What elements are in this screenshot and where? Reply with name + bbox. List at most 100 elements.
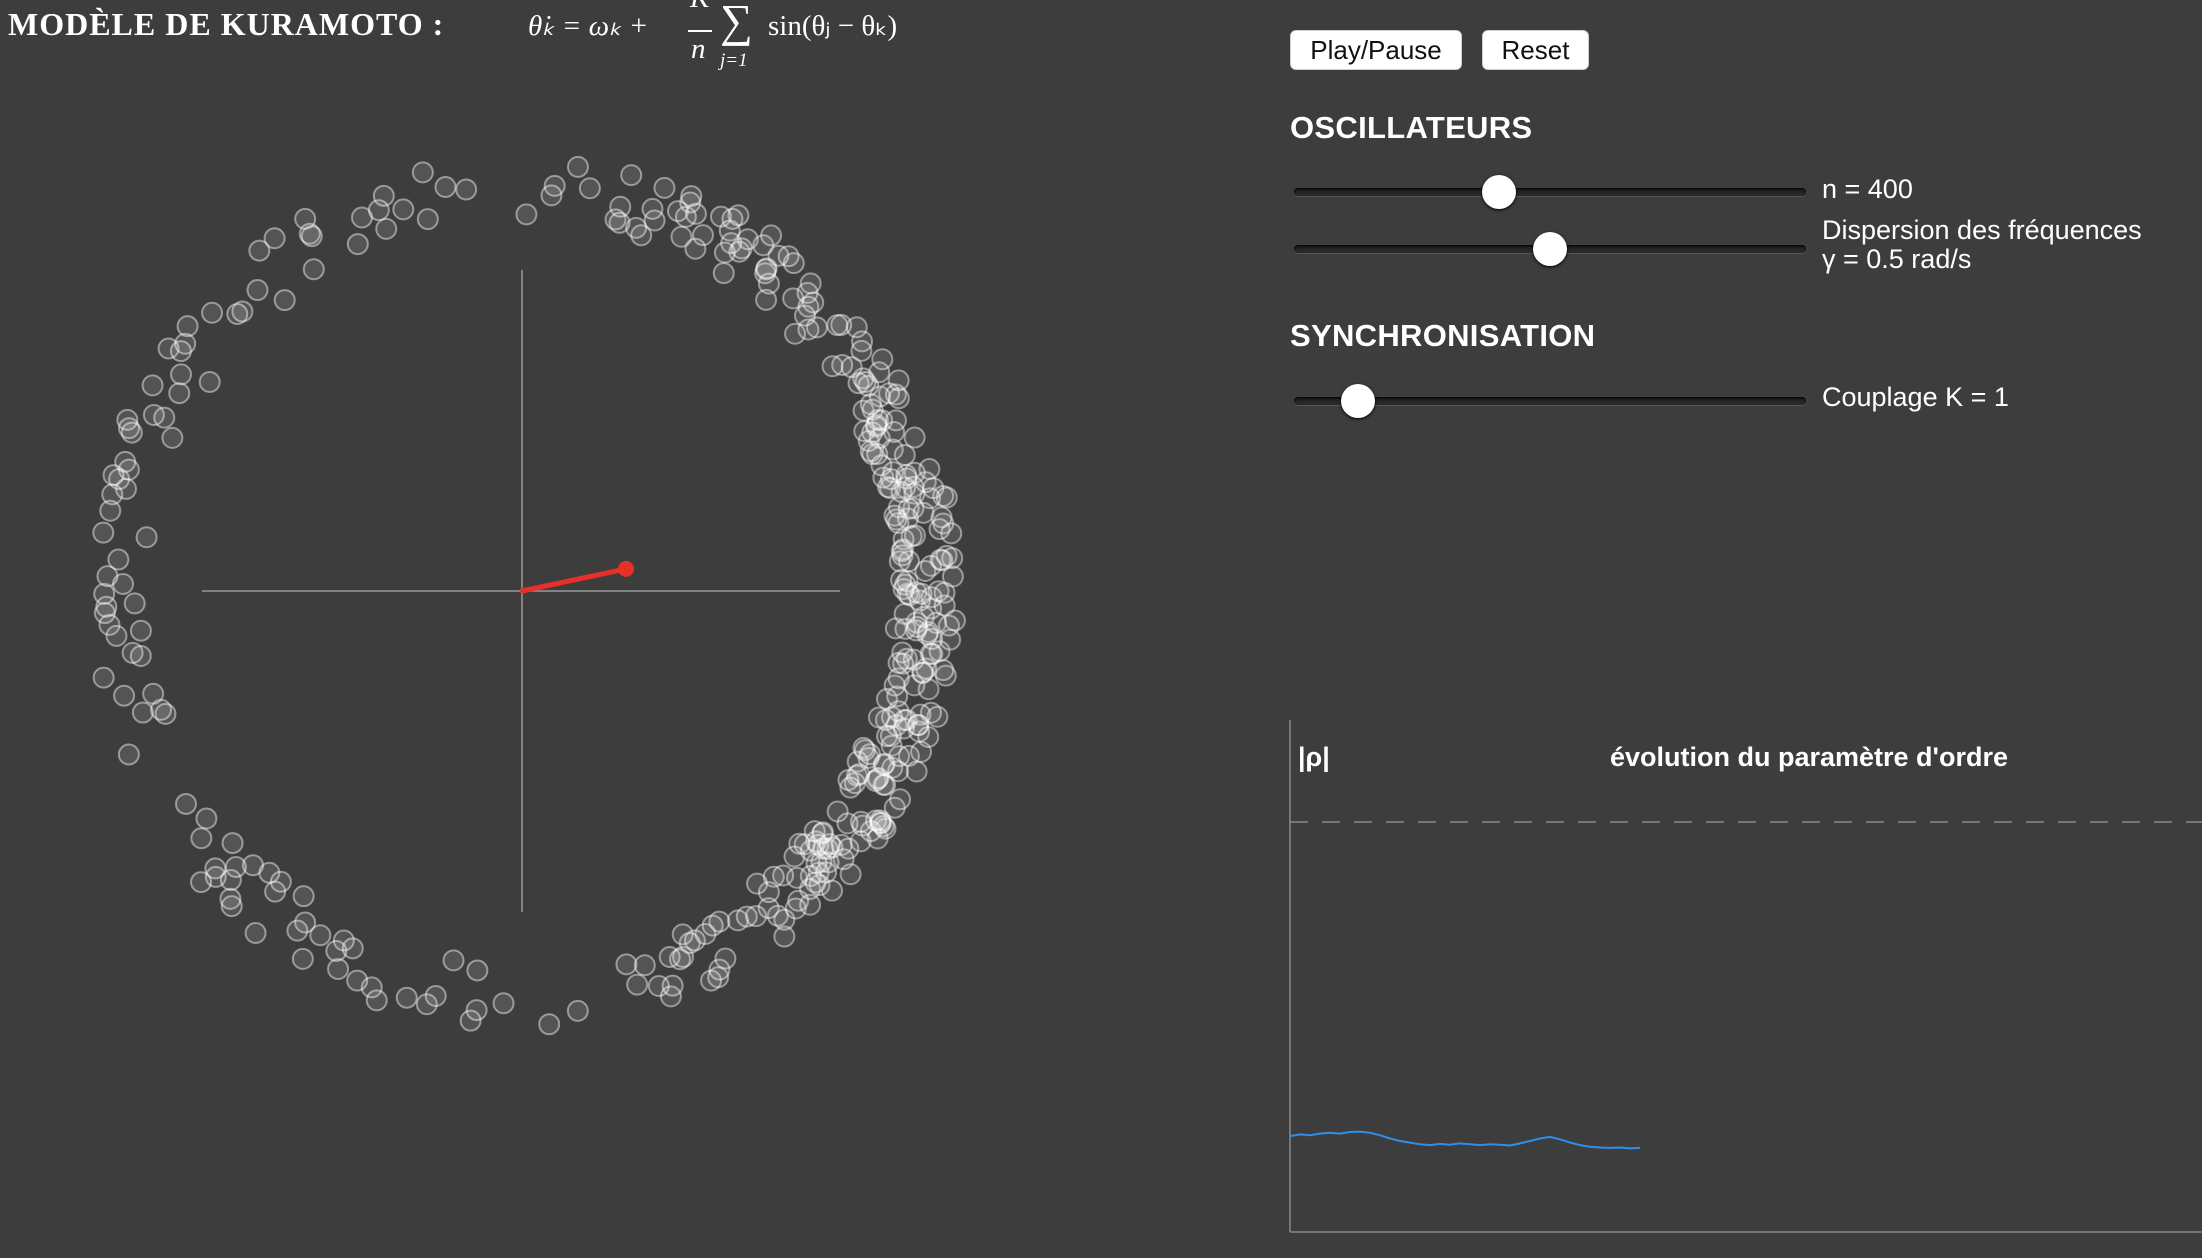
- n-slider-thumb[interactable]: [1481, 175, 1516, 209]
- oscillator-dot: [893, 709, 916, 732]
- oscillator-dot: [672, 945, 695, 968]
- oscillator-dot: [625, 216, 648, 239]
- oscillator-dot: [341, 937, 364, 960]
- oscillator-dot: [895, 647, 918, 670]
- n-slider[interactable]: [1294, 172, 1806, 212]
- oscillator-dot: [884, 617, 907, 640]
- oscillator-dot: [708, 958, 731, 981]
- oscillator-dot: [793, 304, 816, 327]
- oscillator-dot: [802, 291, 825, 314]
- oscillator-dot: [915, 657, 938, 680]
- oscillator-dot: [887, 667, 910, 690]
- oscillator-dot: [115, 477, 138, 500]
- oscillator-dot: [897, 744, 920, 767]
- oscillator-dot: [219, 887, 242, 910]
- oscillator-dot: [883, 674, 906, 697]
- oscillator-dot: [291, 947, 314, 970]
- oscillator-dot: [294, 207, 317, 230]
- oscillator-dot: [852, 367, 875, 390]
- oscillator-dot: [620, 164, 643, 187]
- play-pause-button[interactable]: Play/Pause: [1290, 30, 1462, 70]
- oscillator-dot: [866, 768, 889, 791]
- oscillator-dot: [917, 678, 940, 701]
- oscillator-dot: [395, 986, 418, 1009]
- oscillator-dot: [911, 661, 934, 684]
- oscillator-dot: [294, 911, 317, 934]
- oscillator-dot: [847, 372, 870, 395]
- equation-rhs: sin(θⱼ − θₖ): [768, 10, 898, 42]
- oscillator-dot: [113, 684, 136, 707]
- oscillator-dot: [864, 769, 887, 792]
- oscillator-dot: [896, 582, 919, 605]
- oscillator-dot: [799, 839, 822, 862]
- oscillator-dot: [727, 204, 750, 227]
- oscillator-dot: [929, 548, 952, 571]
- oscillator-dot: [201, 301, 224, 324]
- oscillator-dot: [900, 525, 923, 548]
- oscillator-dot: [123, 592, 146, 615]
- n-slider-track[interactable]: [1294, 188, 1806, 196]
- oscillator-dot: [263, 227, 286, 250]
- order-parameter-vector: [519, 566, 629, 594]
- oscillator-dot: [912, 606, 935, 629]
- oscillator-dot: [879, 724, 902, 747]
- oscillator-dot: [843, 772, 866, 795]
- oscillator-dot: [777, 245, 800, 268]
- coupling-slider-track[interactable]: [1294, 397, 1806, 405]
- coupling-slider-thumb[interactable]: [1341, 384, 1375, 418]
- oscillator-dot: [905, 619, 928, 642]
- oscillator-dot: [762, 865, 785, 888]
- oscillator-dot: [108, 468, 131, 491]
- oscillator-dot: [816, 837, 839, 860]
- oscillator-dot: [883, 796, 906, 819]
- oscillator-dot: [883, 421, 906, 444]
- oscillator-dots: [92, 155, 966, 1036]
- oscillator-dot: [874, 817, 897, 840]
- oscillator-dot: [641, 197, 664, 220]
- oscillator-dot: [894, 573, 917, 596]
- oscillator-dot: [411, 161, 434, 184]
- oscillator-dot: [845, 764, 868, 787]
- oscillator-dot: [626, 973, 649, 996]
- oscillator-dot: [916, 623, 939, 646]
- oscillator-dot: [925, 611, 948, 634]
- oscillator-dot: [865, 809, 888, 832]
- oscillator-dot: [869, 812, 892, 835]
- oscillator-dot: [720, 232, 743, 255]
- oscillator-dot: [805, 852, 828, 875]
- oscillator-dot: [903, 426, 926, 449]
- oscillator-dot: [872, 773, 895, 796]
- oscillator-dot: [93, 602, 116, 625]
- equation-fraction-bar: [688, 30, 712, 32]
- oscillator-dot: [869, 811, 892, 834]
- oscillator-dot: [821, 879, 844, 902]
- oscillator-dot: [861, 421, 884, 444]
- oscillator-dot: [455, 178, 478, 201]
- oscillator-dot: [853, 739, 876, 762]
- chart-y-label: |ρ|: [1298, 742, 1330, 772]
- oscillator-dot: [680, 185, 703, 208]
- oscillator-dot: [891, 538, 914, 561]
- oscillator-dot: [799, 893, 822, 916]
- oscillator-dot: [793, 833, 816, 856]
- oscillator-dot: [674, 205, 697, 228]
- oscillator-dot: [118, 417, 141, 440]
- oscillator-dot: [150, 698, 173, 721]
- oscillator-dot: [273, 289, 296, 312]
- oscillator-dot: [120, 421, 143, 444]
- gamma-slider-thumb[interactable]: [1533, 232, 1567, 266]
- oscillator-dot: [887, 760, 910, 783]
- oscillator-dot: [846, 750, 869, 773]
- oscillator-dot: [728, 240, 751, 263]
- reset-button[interactable]: Reset: [1482, 30, 1589, 70]
- oscillator-dot: [840, 356, 863, 379]
- oscillator-dot: [796, 281, 819, 304]
- oscillator-dot: [910, 740, 933, 763]
- oscillator-dot: [107, 548, 130, 571]
- equation-fraction-numerator: K: [690, 0, 709, 15]
- coupling-slider[interactable]: [1294, 381, 1806, 421]
- oscillator-dot: [895, 467, 918, 490]
- oscillator-dot: [332, 929, 355, 952]
- gamma-slider[interactable]: [1294, 229, 1806, 269]
- oscillator-dot: [861, 443, 884, 466]
